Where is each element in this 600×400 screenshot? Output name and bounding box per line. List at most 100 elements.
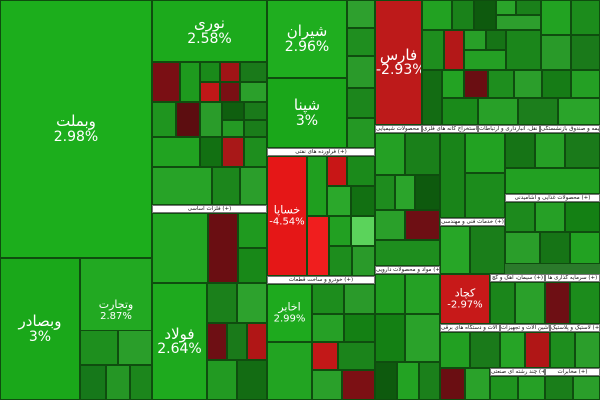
tile-small[interactable] [470,226,505,274]
sector-header-electric[interactable]: ماشین آلات و دستگاه های برقی (+) [440,324,500,332]
tile-vmelat[interactable]: وبملت 2.98% [0,0,152,258]
tile-small[interactable] [505,168,600,194]
tile-small[interactable] [244,120,267,137]
tile-small[interactable] [312,370,342,400]
tile-small[interactable] [220,62,240,82]
sector-header-chemical[interactable]: محصولات شیمیایی (+) [375,125,422,133]
tile-small[interactable] [347,118,375,148]
tile-small[interactable] [152,213,208,283]
tile-small[interactable] [573,376,600,400]
tile-small[interactable] [207,323,227,360]
tile-small[interactable] [375,362,397,400]
tile-small[interactable] [518,98,558,125]
tile-small[interactable] [500,332,525,368]
tile-small[interactable] [470,332,500,368]
tile-small[interactable] [375,175,395,210]
tile-small[interactable] [474,0,496,30]
tile-small[interactable] [240,167,267,205]
tile-small[interactable] [545,282,570,324]
tile-small[interactable] [571,35,600,70]
tile-small[interactable] [220,82,240,102]
tile-small[interactable] [347,56,375,88]
tile-small[interactable] [514,70,542,98]
tile-small[interactable] [541,35,571,70]
tile-small[interactable] [222,137,244,167]
tile-small[interactable] [496,15,541,30]
tile-small[interactable] [505,133,535,168]
sector-header-mining[interactable]: استخراج کانه های فلزی (+) [422,125,478,133]
tile-small[interactable] [490,282,515,324]
tile-small[interactable] [207,360,237,400]
tile-small[interactable] [558,98,600,125]
tile-small[interactable] [419,362,440,400]
tile-small[interactable] [375,274,405,314]
tile-small[interactable] [247,323,267,360]
tile-small[interactable] [222,102,244,120]
tile-small[interactable] [488,70,514,98]
tile-small[interactable] [351,216,375,246]
tile-small[interactable] [152,62,180,102]
tile-small[interactable] [327,186,351,216]
tile-small[interactable] [442,98,478,125]
tile-small[interactable] [327,156,347,186]
tile-small[interactable] [518,376,545,400]
tile-small[interactable] [338,342,375,370]
sector-header-cement[interactable]: سیمان، آهک و گچ (+) [490,274,545,282]
tile-small[interactable] [312,342,338,370]
tile-vsadr[interactable]: وبصادر 3% [0,258,80,400]
tile-kachad[interactable]: کچاد -2.97% [440,274,490,324]
tile-fameli[interactable]: فولاد 2.64% [152,283,207,400]
tile-small[interactable] [347,0,375,28]
tile-small[interactable] [444,30,464,70]
sector-header-investment[interactable]: سرمایه گذاری ها (+) [545,274,600,282]
tile-small[interactable] [375,133,405,175]
sector-header-metals[interactable]: فلزات اساسی (+) [152,205,267,213]
tile-small[interactable] [312,314,344,342]
sector-header-transport[interactable]: حمل و نقل، انبارداری و ارتباطات (+) [478,125,540,133]
tile-small[interactable] [496,0,516,15]
sector-header-rubber[interactable]: لاستیک و پلاستیک (+) [550,324,600,332]
tile-small[interactable] [440,133,465,218]
tile-small[interactable] [464,50,506,70]
tile-small[interactable] [344,314,375,342]
tile-small[interactable] [570,282,600,324]
sector-header-pharma[interactable]: مواد و محصولات دارویی (+) [375,266,440,274]
tile-small[interactable] [342,370,375,400]
tile-small[interactable] [465,173,505,218]
tile-small[interactable] [240,82,267,102]
tile-small[interactable] [307,216,329,276]
tile-small[interactable] [516,0,541,15]
tile-small[interactable] [545,376,573,400]
tile-small[interactable] [571,70,600,98]
tile-small[interactable] [540,232,570,264]
tile-small[interactable] [422,70,442,125]
tile-shepna[interactable]: شپنا 3% [267,78,347,148]
tile-small[interactable] [222,120,244,137]
sector-header-food[interactable]: محصولات غذایی و آشامیدنی (+) [505,194,600,202]
tile-small[interactable] [207,283,237,323]
tile-small[interactable] [200,102,222,137]
tile-small[interactable] [212,167,240,205]
tile-small[interactable] [176,102,200,137]
tile-small[interactable] [238,248,267,283]
tile-small[interactable] [422,30,444,70]
tile-small[interactable] [405,314,440,362]
tile-small[interactable] [375,240,440,266]
tile-small[interactable] [329,246,352,276]
tile-small[interactable] [200,82,220,102]
tile-small[interactable] [506,30,541,70]
tile-small[interactable] [344,284,375,314]
tile-small[interactable] [130,365,152,400]
tile-small[interactable] [478,98,518,125]
tile-small[interactable] [486,30,506,50]
tile-small[interactable] [505,232,540,264]
tile-small[interactable] [244,137,267,167]
tile-small[interactable] [80,330,118,365]
tile-small[interactable] [541,0,571,35]
tile-red-metal[interactable] [208,213,238,283]
tile-small[interactable] [565,202,600,232]
tile-small[interactable] [505,202,535,232]
tile-small[interactable] [405,274,440,314]
tile-small[interactable] [405,210,440,240]
tile-small[interactable] [329,216,351,246]
